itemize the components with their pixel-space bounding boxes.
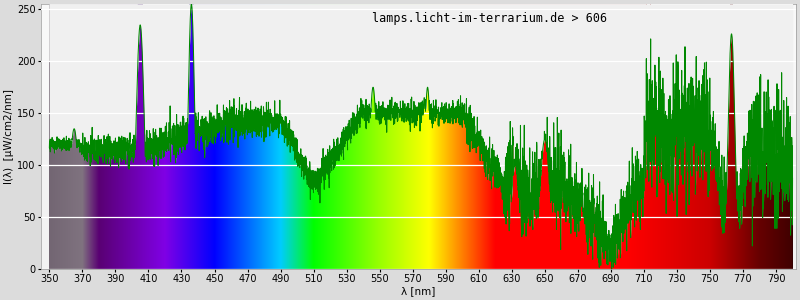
Y-axis label: I(λ)  [µW/cm2/nm]: I(λ) [µW/cm2/nm] — [4, 89, 14, 184]
X-axis label: λ [nm]: λ [nm] — [402, 286, 436, 296]
Text: lamps.licht-im-terrarium.de > 606: lamps.licht-im-terrarium.de > 606 — [372, 12, 607, 25]
Bar — [41, 4, 796, 113]
Bar — [41, 113, 796, 269]
